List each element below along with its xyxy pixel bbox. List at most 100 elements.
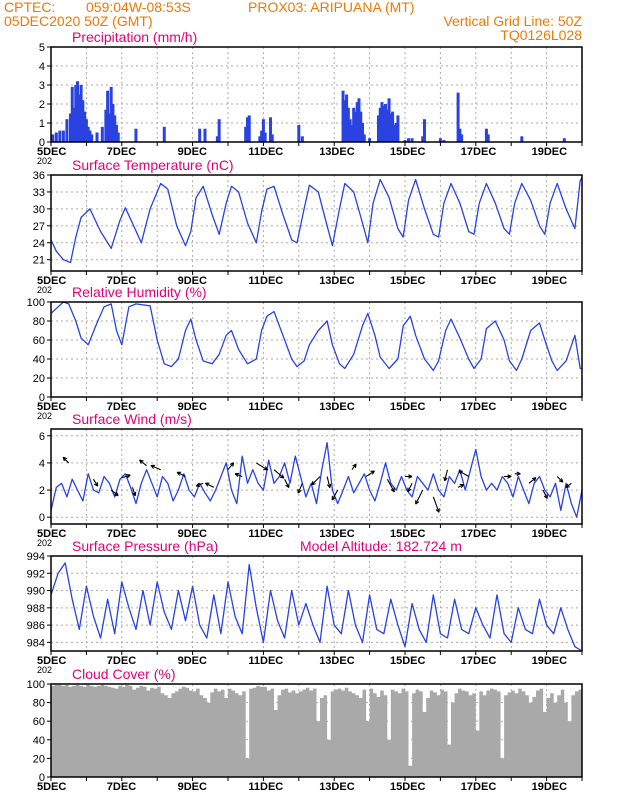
wind-xtick-label: 19DEC [532,528,568,540]
header-date: 05DEC2020 50Z (GMT) [4,13,153,29]
cloud-frame [50,683,583,778]
precip-bar [111,104,115,142]
rh-plot-area [51,302,582,397]
wind-arrow-head [352,463,357,469]
temp-xtick-label: 17DEC [461,275,497,287]
wind-arrow-head [326,483,332,489]
wind-arrow-head [94,482,99,487]
precip-xtick-label: 5DEC [37,146,66,158]
wind-arrow-shaft [528,477,537,484]
precip-bar [65,119,69,142]
pressure-series-line [50,562,583,652]
wind-arrow-head [150,464,155,469]
wind-arrow-head [565,483,570,489]
wind-xtick-label: 5DEC [37,528,66,540]
rh-ytick-label: 40 [33,354,45,366]
pressure-year-label: 202 [37,665,52,675]
rh-ytick-label: 20 [33,373,45,385]
wind-vector-arrow [443,469,449,482]
wind-series-line [50,441,583,518]
wind-vector-arrow [326,476,332,489]
wind-arrow-head [331,495,336,501]
temp-title: Surface Temperature (nC) [72,157,234,173]
rh-title: Relative Humidity (%) [72,284,207,300]
cloud-area [51,684,582,777]
precip-bar [134,128,138,142]
wind-vector-arrow [131,487,137,497]
wind-vector-arrow [195,482,204,487]
wind-title: Surface Wind (m/s) [72,411,192,427]
cloud-xtick-label: 17DEC [461,781,497,793]
precip-bar [389,113,393,142]
temp-series-line [50,177,583,264]
precip-bar [54,132,58,142]
cloud-panel: 0 20 40 60 80 100 5DEC 7DEC 9DEC 11DEC 13DEC 15DEC 1… [27,666,583,793]
wind-vector-arrow [297,483,303,494]
wind-arrow-head [443,476,448,482]
precip-bar [345,94,349,142]
wind-arrow-shaft [139,459,147,467]
precip-ytick-label: 1 [39,118,45,130]
wind-vector-arrow [351,463,357,471]
precip-bar [215,136,219,142]
pressure-frame [50,555,583,652]
wind-arrow-head [195,482,201,487]
temp-year-label: 202 [37,285,52,295]
wind-vector-arrow [556,476,564,483]
rh-xtick-label: 7DEC [107,401,136,413]
cloud-ytick-label: 100 [27,679,45,691]
wind-xtick-label: 13DEC [319,528,355,540]
temp-xtick-label: 11DEC [248,275,283,287]
precip-bar [458,128,462,142]
rh-series-line [50,301,582,372]
pressure-xtick-label: 9DEC [178,655,207,667]
pressure-xtick-label: 5DEC [37,655,66,667]
rh-year-label: 202 [37,411,52,421]
precip-ytick-label: 0 [39,137,45,149]
wind-arrow-shaft [121,474,131,479]
precip-bar [456,92,460,142]
precip-bar [348,119,352,142]
precip-bar [392,124,396,142]
wind-year-label: 202 [37,538,52,548]
precip-bar [245,117,249,142]
temp-ytick-label: 33 [33,187,45,199]
precip-bar [61,130,65,142]
pressure-ytick-label: 994 [27,551,45,563]
wind-arrow-shaft [227,462,235,471]
wind-arrow-shaft [458,470,469,477]
wind-arrow-shaft [386,478,395,493]
precip-bar [107,113,111,142]
rh-xtick-label: 9DEC [178,401,207,413]
header-station: PROX03: ARIPUANA (MT) [248,0,415,15]
cloud-ytick-label: 40 [33,735,45,747]
precip-bar [421,136,425,142]
pressure-panel: 984 986 988 990 992 994 5DEC 7DEC 9DEC 11DEC 13DEC… [27,538,583,675]
precip-bar [387,98,391,142]
cloud-xtick-label: 15DEC [390,781,426,793]
wind-arrow-shaft [131,487,136,496]
wind-arrow-shaft [407,483,413,492]
wind-arrow-shaft [331,489,339,501]
wind-arrow-shaft [284,478,290,488]
pressure-xtick-label: 13DEC [319,655,355,667]
pressure-xtick-label: 15DEC [390,655,426,667]
wind-arrow-head [516,471,521,477]
precip-bar [90,134,94,142]
precip-bar [385,109,389,142]
precip-bar [376,115,380,142]
wind-arrow-head [543,494,548,499]
wind-vector-arrow [176,471,186,477]
temp-xtick-label: 5DEC [37,275,66,287]
wind-vector-arrow [542,489,548,499]
wind-arrow-head [229,462,235,467]
pressure-ytick-label: 988 [27,603,45,615]
precip-bar [355,102,359,142]
wind-arrow-shaft [150,465,161,471]
wind-vector-arrow [407,483,413,493]
wind-arrow-shaft [176,471,186,477]
precip-bar [562,138,566,142]
cloud-title: Cloud Cover (%) [72,666,175,682]
precip-xtick-label: 9DEC [178,146,207,158]
precip-bar [76,81,80,142]
